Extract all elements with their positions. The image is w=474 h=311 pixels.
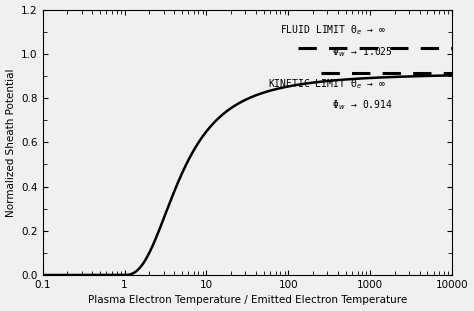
X-axis label: Plasma Electron Temperature / Emitted Electron Temperature: Plasma Electron Temperature / Emitted El… (88, 295, 407, 305)
Y-axis label: Normalized Sheath Potential: Normalized Sheath Potential (6, 68, 16, 216)
Text: FLUID LIMIT Θ$_e$ → ∞
         Φ$_w$ → 1.025: FLUID LIMIT Θ$_e$ → ∞ Φ$_w$ → 1.025 (280, 24, 393, 59)
Text: KINETIC LIMIT Θ$_e$ → ∞
           Φ$_w$ → 0.914: KINETIC LIMIT Θ$_e$ → ∞ Φ$_w$ → 0.914 (268, 77, 393, 112)
